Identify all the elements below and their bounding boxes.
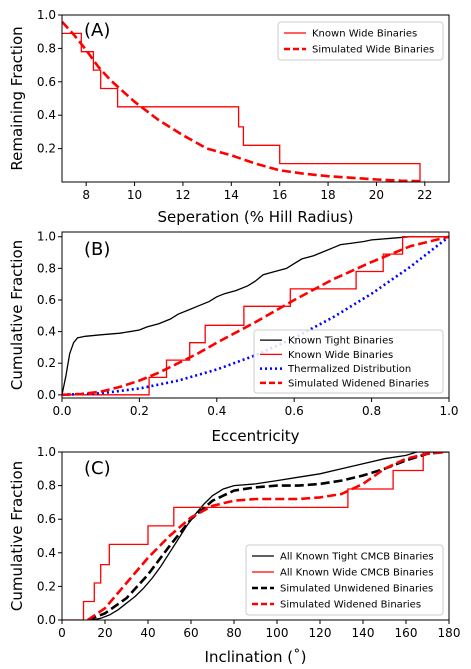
legend-entry: Known Wide Binaries <box>288 350 393 361</box>
y-tick-label: 0.4 <box>37 108 56 122</box>
y-axis-label: Cumulative Fraction <box>8 240 26 390</box>
x-tick-label: 60 <box>183 626 198 640</box>
y-tick-label: 0.8 <box>37 261 56 275</box>
legend: All Known Tight CMCB Binaries All Known W… <box>245 544 444 616</box>
legend-entry: Known Tight Binaries <box>288 336 393 347</box>
x-tick-label: 0.2 <box>130 404 149 418</box>
y-tick-label: 0.4 <box>37 325 56 339</box>
y-tick-label: 0.2 <box>37 142 56 156</box>
chart-panel-2: 0 20 40 60 80 100 120 140 160 180 0.0 0.2 0.4 0.6 0.8 1… <box>8 445 460 666</box>
y-tick-label: 0.8 <box>37 479 56 493</box>
x-tick-label: 100 <box>266 626 289 640</box>
x-tick-label: 20 <box>97 626 112 640</box>
plot-frame <box>61 231 450 399</box>
y-tick-label: 1.0 <box>37 8 56 22</box>
plot-frame <box>61 451 450 621</box>
x-tick-label: 16 <box>272 188 287 202</box>
y-tick-label: 0.4 <box>37 546 56 560</box>
x-tick-label: 180 <box>438 626 461 640</box>
x-tick-label: 0.0 <box>52 404 71 418</box>
y-axis-label: Cumulative Fraction <box>8 461 26 611</box>
legend: Known Tight Binaries Known Wide Binaries T… <box>253 329 444 394</box>
x-axis-label: Inclination (˚) <box>205 648 307 666</box>
series-line-3 <box>62 235 449 397</box>
series-line-1 <box>62 20 425 182</box>
series-line-1 <box>62 452 449 620</box>
x-tick-label: 12 <box>175 188 190 202</box>
x-tick-label: 140 <box>352 626 375 640</box>
y-tick-label: 1.0 <box>37 230 56 244</box>
series-line-0 <box>91 452 449 620</box>
x-tick-label: 80 <box>226 626 241 640</box>
chart-panel-1: 0.0 0.2 0.4 0.6 0.8 1.0 0.0 0.2 0.4 0.6 0.8 1.0 Ecce… <box>8 230 459 445</box>
legend-entry: All Known Tight CMCB Binaries <box>280 552 434 563</box>
x-tick-label: 14 <box>224 188 239 202</box>
series-line-3 <box>87 452 445 620</box>
x-tick-label: 0 <box>58 626 66 640</box>
x-tick-label: 120 <box>309 626 332 640</box>
legend-box <box>277 21 444 61</box>
series-line-2 <box>62 235 449 397</box>
x-tick-label: 18 <box>320 188 335 202</box>
y-tick-label: 0.6 <box>37 75 56 89</box>
y-tick-label: 0.8 <box>37 41 56 55</box>
x-tick-label: 40 <box>140 626 155 640</box>
y-tick-label: 0.0 <box>37 613 56 627</box>
panel-label: (C) <box>84 458 111 479</box>
panel-label: (B) <box>84 239 110 260</box>
chart-panel-0: 8 10 12 14 16 18 20 22 0.2 0.4 0.6 0.8 1.0 Seperation… <box>8 8 450 226</box>
x-tick-label: 8 <box>82 188 90 202</box>
y-tick-label: 0.2 <box>37 356 56 370</box>
y-tick-label: 0.2 <box>37 579 56 593</box>
y-tick-label: 1.0 <box>37 445 56 459</box>
legend-entry: Simulated Widened Binaries <box>280 600 421 611</box>
x-tick-label: 1.0 <box>439 404 458 418</box>
y-tick-label: 0.0 <box>37 388 56 402</box>
legend-entry: Simulated Unwidened Binaries <box>280 584 433 595</box>
x-tick-label: 0.6 <box>285 404 304 418</box>
series-line-0 <box>62 32 421 182</box>
y-tick-label: 0.6 <box>37 512 56 526</box>
legend-entry: Simulated Wide Binaries <box>312 45 434 56</box>
legend: Known Wide Binaries Simulated Wide Binari… <box>277 21 444 61</box>
legend-entry: All Known Wide CMCB Binaries <box>280 568 433 579</box>
legend-entry: Thermalized Distribution <box>287 364 411 375</box>
y-axis-label: Remaining Fraction <box>8 26 26 170</box>
legend-entry: Known Wide Binaries <box>312 29 417 40</box>
x-axis-label: Seperation (% Hill Radius) <box>158 208 354 226</box>
x-tick-label: 160 <box>395 626 418 640</box>
y-tick-label: 0.6 <box>37 293 56 307</box>
x-tick-label: 22 <box>417 188 432 202</box>
panel-label: (A) <box>84 20 110 41</box>
x-tick-label: 10 <box>127 188 142 202</box>
x-axis-label: Eccentricity <box>211 427 299 445</box>
plot-frame <box>61 14 450 183</box>
x-tick-label: 0.8 <box>362 404 381 418</box>
legend-box <box>245 544 444 616</box>
legend-entry: Simulated Widened Binaries <box>288 378 429 389</box>
x-tick-label: 20 <box>369 188 384 202</box>
x-tick-label: 0.4 <box>207 404 226 418</box>
legend-box <box>253 329 444 394</box>
series-line-0 <box>62 236 449 395</box>
